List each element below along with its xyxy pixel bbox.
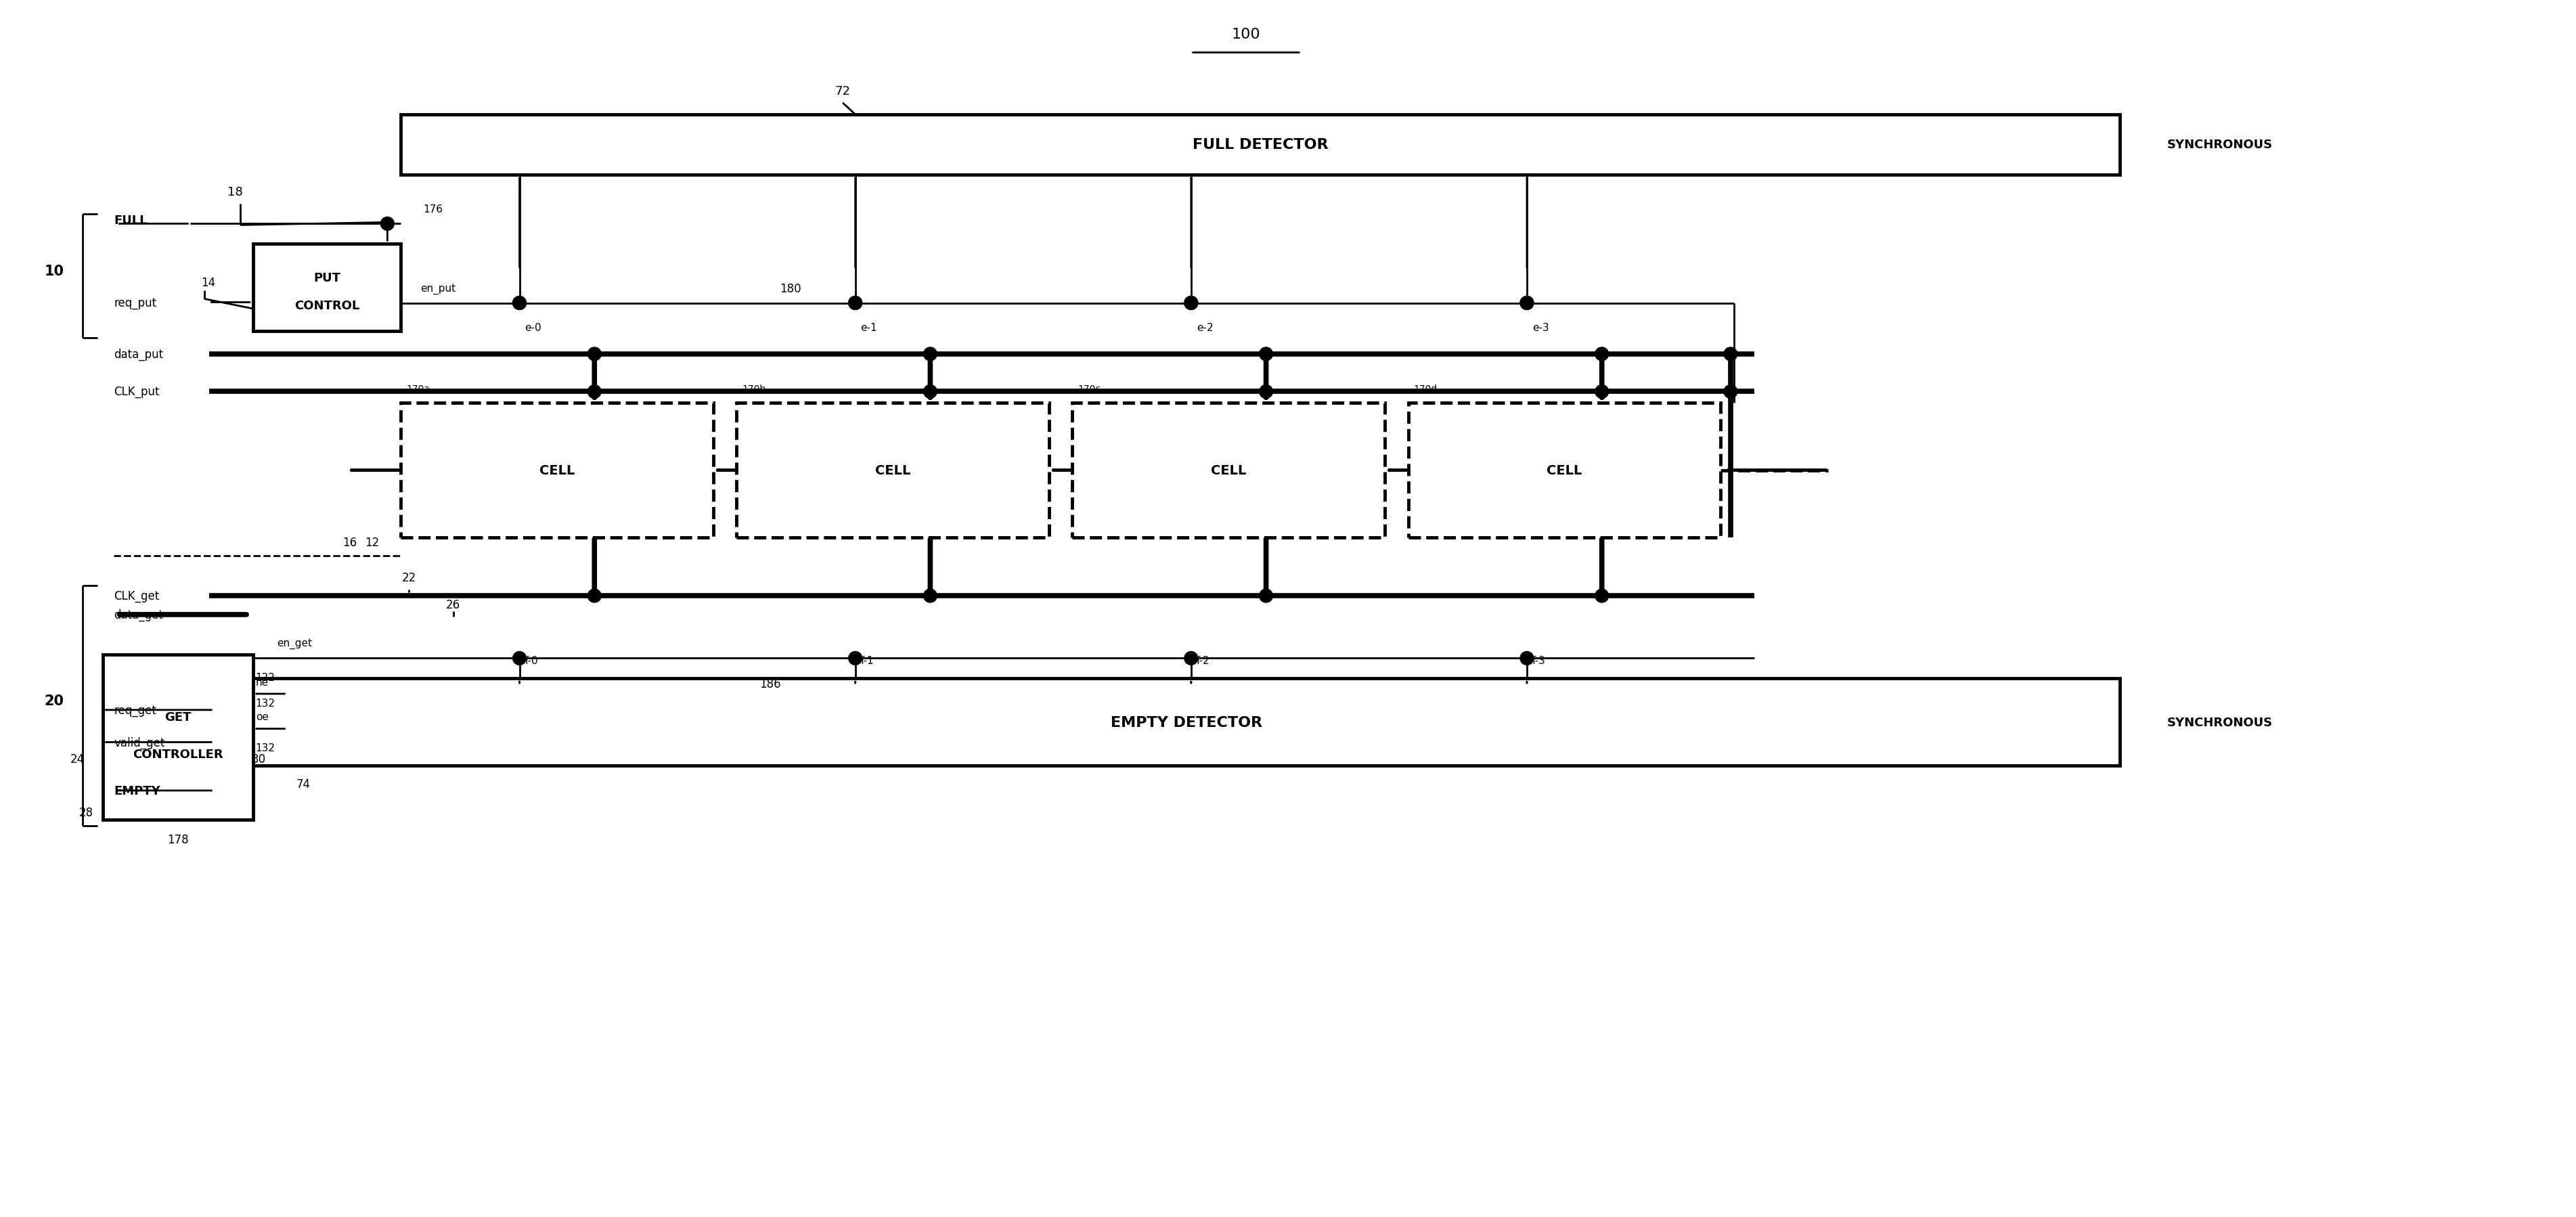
Circle shape xyxy=(848,652,863,666)
Circle shape xyxy=(1595,348,1607,361)
Circle shape xyxy=(1723,348,1736,361)
Text: e-1: e-1 xyxy=(860,323,878,332)
Bar xyxy=(252,245,402,331)
Circle shape xyxy=(587,386,600,399)
Text: 18: 18 xyxy=(227,186,242,198)
Text: e-3: e-3 xyxy=(1533,323,1548,332)
Circle shape xyxy=(1595,589,1607,602)
Text: CELL: CELL xyxy=(1546,464,1582,477)
Circle shape xyxy=(1595,386,1607,399)
Circle shape xyxy=(1260,386,1273,399)
Text: en_put: en_put xyxy=(420,284,456,295)
Circle shape xyxy=(1260,589,1273,602)
Text: 10: 10 xyxy=(44,264,64,277)
Text: EMPTY: EMPTY xyxy=(113,785,160,797)
Text: 176: 176 xyxy=(422,204,443,214)
Text: ne: ne xyxy=(255,677,268,688)
Circle shape xyxy=(513,652,526,666)
Text: CELL: CELL xyxy=(876,464,909,477)
Text: CLK_get: CLK_get xyxy=(113,590,160,602)
Text: 30: 30 xyxy=(252,753,265,765)
Text: CONTROL: CONTROL xyxy=(294,301,361,313)
Bar xyxy=(402,403,714,538)
Text: CLK_put: CLK_put xyxy=(113,386,160,398)
Circle shape xyxy=(381,218,394,231)
Text: PUT: PUT xyxy=(314,271,340,284)
Circle shape xyxy=(1185,297,1198,310)
Text: 16: 16 xyxy=(343,537,358,549)
Text: EMPTY DETECTOR: EMPTY DETECTOR xyxy=(1110,716,1262,729)
Circle shape xyxy=(925,589,938,602)
Circle shape xyxy=(1520,297,1533,310)
Circle shape xyxy=(1723,386,1736,399)
Bar xyxy=(737,403,1048,538)
Text: f-0: f-0 xyxy=(526,656,538,666)
Text: e-0: e-0 xyxy=(526,323,541,332)
Text: 20: 20 xyxy=(44,695,64,708)
Circle shape xyxy=(587,589,600,602)
Text: 122: 122 xyxy=(255,672,276,683)
Text: CELL: CELL xyxy=(1211,464,1247,477)
Circle shape xyxy=(1520,297,1533,310)
Text: 170b: 170b xyxy=(742,383,765,393)
Text: data_get: data_get xyxy=(113,608,162,621)
Text: SYNCHRONOUS: SYNCHRONOUS xyxy=(2166,716,2272,728)
Bar xyxy=(1072,403,1386,538)
Bar xyxy=(1409,403,1721,538)
Text: data_put: data_put xyxy=(113,348,162,360)
Circle shape xyxy=(848,297,863,310)
Circle shape xyxy=(1260,348,1273,361)
Text: 72: 72 xyxy=(835,85,850,97)
Text: valid_get: valid_get xyxy=(113,736,165,748)
Text: 28: 28 xyxy=(80,806,93,818)
Text: 24: 24 xyxy=(70,753,85,765)
Circle shape xyxy=(513,297,526,310)
Text: 74: 74 xyxy=(296,778,312,790)
Text: FULL DETECTOR: FULL DETECTOR xyxy=(1193,139,1329,152)
Circle shape xyxy=(513,297,526,310)
Circle shape xyxy=(1520,652,1533,666)
Text: 170a: 170a xyxy=(407,383,430,393)
Circle shape xyxy=(925,348,938,361)
Text: f-1: f-1 xyxy=(860,656,873,666)
Text: f-3: f-3 xyxy=(1533,656,1546,666)
Text: f-2: f-2 xyxy=(1195,656,1211,666)
Bar xyxy=(402,114,2120,175)
Bar xyxy=(252,679,2120,765)
Text: CELL: CELL xyxy=(538,464,574,477)
Circle shape xyxy=(1185,652,1198,666)
Text: 26: 26 xyxy=(446,599,461,611)
Text: req_get: req_get xyxy=(113,705,157,717)
Text: 12: 12 xyxy=(366,537,379,549)
Text: 100: 100 xyxy=(1231,28,1260,41)
Text: 14: 14 xyxy=(201,276,216,288)
Circle shape xyxy=(848,297,863,310)
Text: 132: 132 xyxy=(255,742,276,753)
Bar xyxy=(103,655,252,819)
Text: req_put: req_put xyxy=(113,297,157,309)
Text: 132: 132 xyxy=(255,699,276,708)
Text: e-2: e-2 xyxy=(1195,323,1213,332)
Text: 170d: 170d xyxy=(1414,383,1437,393)
Text: 170c: 170c xyxy=(1077,383,1100,393)
Text: en_get: en_get xyxy=(278,639,312,649)
Text: 180: 180 xyxy=(781,282,801,295)
Text: 22: 22 xyxy=(402,572,417,584)
Text: oe: oe xyxy=(255,712,268,722)
Text: SYNCHRONOUS: SYNCHRONOUS xyxy=(2166,139,2272,151)
Text: 178: 178 xyxy=(167,834,188,846)
Text: 186: 186 xyxy=(760,678,781,690)
Text: FULL: FULL xyxy=(113,214,147,226)
Text: GET: GET xyxy=(165,711,191,723)
Circle shape xyxy=(1185,297,1198,310)
Circle shape xyxy=(587,348,600,361)
Text: CONTROLLER: CONTROLLER xyxy=(131,748,224,761)
Circle shape xyxy=(925,386,938,399)
